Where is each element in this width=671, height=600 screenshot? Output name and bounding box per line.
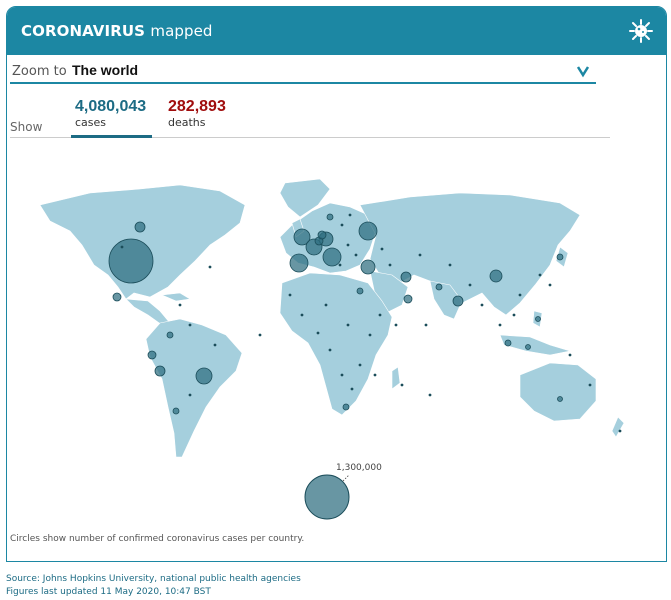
bubble-egypt xyxy=(356,287,364,295)
tab-deaths[interactable]: 282,893 deaths xyxy=(164,98,234,138)
bubble-brazil xyxy=(195,367,213,385)
africa xyxy=(279,272,393,416)
bubble-peru xyxy=(154,365,166,377)
chevron-down-icon[interactable] xyxy=(576,64,590,78)
header-bar: CORONAVIRUS mapped xyxy=(7,7,666,55)
deaths-label: deaths xyxy=(168,116,206,129)
india xyxy=(429,280,463,320)
bubble-sweden xyxy=(326,213,334,221)
bubble-uk xyxy=(293,228,311,246)
bubble-philippines xyxy=(535,316,541,322)
bubble-colombia xyxy=(166,331,174,339)
bubble-australia xyxy=(557,396,563,402)
madagascar xyxy=(391,366,401,390)
source-line: Source: Johns Hopkins University, nation… xyxy=(6,574,301,584)
show-label: Show xyxy=(10,120,43,134)
tab-cases[interactable]: 4,080,043 cases xyxy=(71,98,152,138)
bubble-saudi xyxy=(403,294,413,304)
cases-total: 4,080,043 xyxy=(75,98,147,115)
zoom-label: Zoom to xyxy=(12,64,67,79)
cases-label: cases xyxy=(75,116,107,129)
bubble-italy xyxy=(322,247,342,267)
bubble-chile xyxy=(172,407,180,415)
bubble-netherlands xyxy=(317,230,327,240)
bubble-japan xyxy=(556,253,564,261)
new-zealand xyxy=(611,416,625,438)
world-map[interactable] xyxy=(30,175,640,465)
map-caption: Circles show number of confirmed coronav… xyxy=(10,534,305,544)
bubble-mexico xyxy=(112,292,122,302)
header-title-rest: mapped xyxy=(150,22,213,40)
case-bubbles xyxy=(108,213,564,415)
bubble-china xyxy=(489,269,503,283)
small-case-dots xyxy=(120,213,622,433)
source-note: Source: Johns Hopkins University, nation… xyxy=(6,573,301,599)
bubble-pakistan xyxy=(435,283,443,291)
bubble-spain xyxy=(289,253,309,273)
bubble-iran xyxy=(400,271,412,283)
bubble-canada xyxy=(134,221,146,233)
header-title: CORONAVIRUS mapped xyxy=(21,22,213,40)
australia xyxy=(519,362,597,422)
bubble-usa xyxy=(108,238,154,284)
bubble-south-africa xyxy=(342,403,350,411)
header-title-bold: CORONAVIRUS xyxy=(21,22,146,40)
deaths-total: 282,893 xyxy=(168,98,226,115)
south-america xyxy=(145,318,243,458)
bubble-indonesia xyxy=(525,344,531,350)
updated-line: Figures last updated 11 May 2020, 10:47 … xyxy=(6,587,211,597)
greenland xyxy=(279,178,331,218)
legend-scale-value: 1,300,000 xyxy=(336,463,382,473)
bubble-russia xyxy=(358,221,378,241)
bubble-turkey xyxy=(360,259,376,275)
legend-scale-circle xyxy=(304,474,350,520)
central-america xyxy=(125,298,171,326)
tabs-divider xyxy=(10,137,610,138)
virus-icon xyxy=(629,19,653,43)
bubble-singapore xyxy=(504,339,512,347)
bubble-ecuador xyxy=(147,350,157,360)
bubble-india xyxy=(452,295,464,307)
zoom-select[interactable]: Zoom to The world xyxy=(10,60,596,84)
zoom-selected-value[interactable]: The world xyxy=(72,62,139,78)
caribbean xyxy=(160,292,191,302)
